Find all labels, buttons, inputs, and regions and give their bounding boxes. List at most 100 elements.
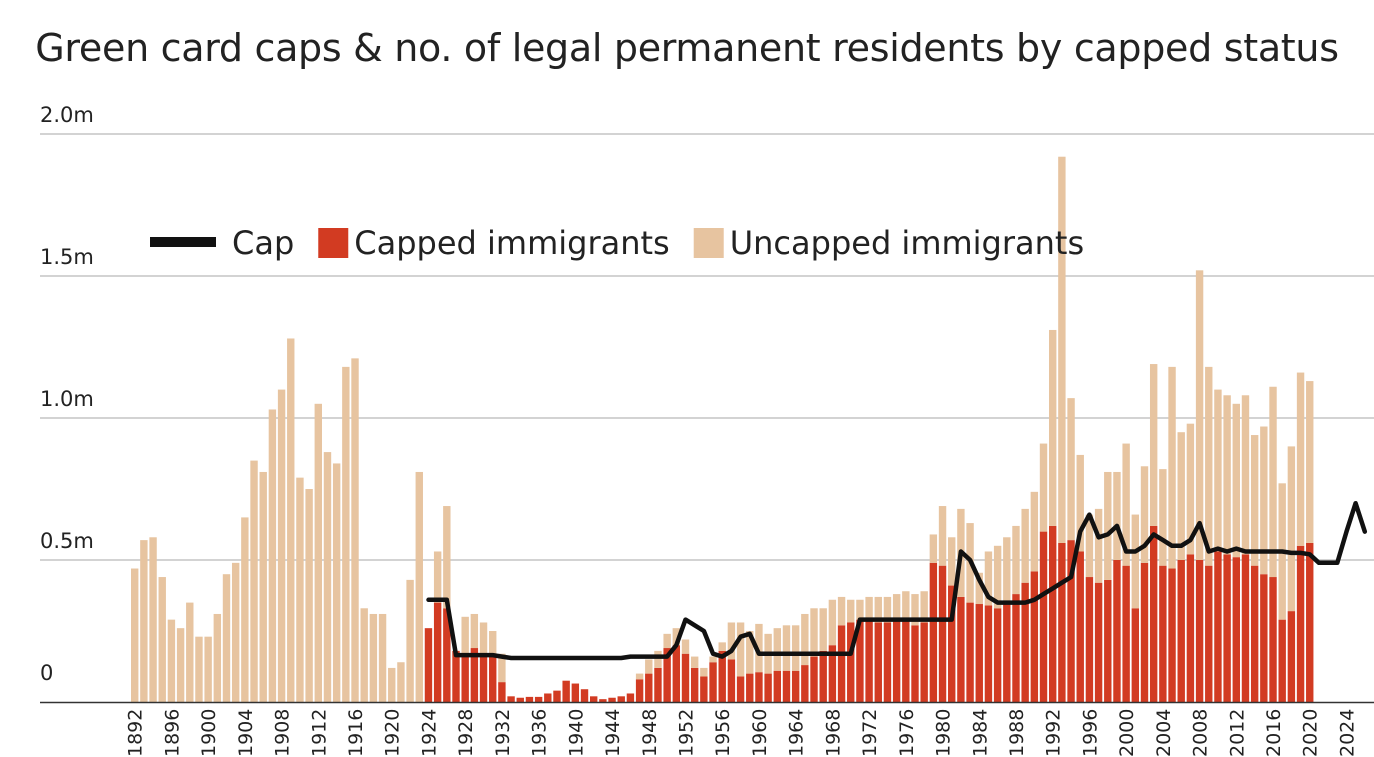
bar-uncapped-1947 [635,673,644,680]
x-tick-label: 1988 [1006,709,1028,757]
bar-uncapped-1956 [718,642,726,651]
chart-title: Green card caps & no. of legal permanent… [35,26,1339,70]
bar-uncapped-1923 [415,471,423,702]
bar-capped-2016 [1269,577,1277,702]
bar-uncapped-1904 [241,517,249,702]
x-tick-label: 2004 [1153,709,1175,757]
bar-uncapped-1959 [746,631,754,674]
bar-capped-1967 [819,650,827,702]
bar-capped-1997 [1094,582,1103,702]
bar-capped-1960 [755,672,763,702]
bar-capped-1959 [746,673,754,702]
bar-uncapped-1958 [736,622,745,677]
bar-capped-1970 [847,622,855,702]
bar-uncapped-1973 [874,596,882,623]
bar-capped-1961 [764,673,772,702]
bar-capped-1966 [810,656,818,702]
x-tick-label: 1920 [382,709,404,757]
x-tick-label: 2024 [1336,709,1358,757]
bar-capped-2017 [1278,619,1286,702]
bar-capped-1929 [470,648,479,702]
bar-capped-1956 [718,650,726,702]
bar-uncapped-1976 [902,591,910,620]
y-tick-label: 2.0m [40,103,94,127]
bar-uncapped-1971 [856,599,864,620]
bar-uncapped-1896 [167,619,176,702]
bar-capped-1944 [608,697,616,702]
legend: Cap Capped immigrants Uncapped immigrants [150,224,1084,262]
bar-uncapped-2006 [1177,432,1185,560]
bar-capped-1982 [957,596,965,702]
bar-capped-1974 [883,622,892,702]
bar-uncapped-1897 [176,628,185,702]
bar-uncapped-1992 [1049,329,1057,526]
x-tick-label: 1908 [272,709,294,757]
bar-uncapped-1950 [663,633,671,649]
bar-uncapped-1954 [700,667,708,677]
legend-swatch-uncapped [693,228,724,258]
bar-uncapped-1907 [268,409,277,702]
x-tick-label: 1964 [786,709,808,757]
bar-uncapped-1966 [810,608,818,657]
bar-capped-2006 [1177,560,1185,702]
bar-capped-1952 [681,653,690,702]
bar-capped-1995 [1076,551,1084,702]
bar-uncapped-1921 [397,662,405,702]
bar-uncapped-1917 [360,608,368,702]
bar-capped-1930 [479,653,488,702]
bar-uncapped-1929 [470,613,479,649]
bar-capped-2005 [1168,568,1176,702]
bar-uncapped-1920 [388,667,396,702]
legend-label-cap: Cap [232,224,294,262]
bar-uncapped-2015 [1260,426,1268,575]
bar-capped-1945 [617,696,625,702]
bar-uncapped-1974 [883,596,892,623]
bar-capped-1962 [773,670,781,702]
bar-capped-1950 [663,648,671,702]
bar-capped-1927 [452,650,460,702]
bar-uncapped-2007 [1186,423,1195,555]
bar-capped-1965 [801,665,809,702]
bar-capped-2018 [1287,611,1296,702]
bar-capped-1996 [1085,577,1094,702]
bar-capped-1941 [580,689,589,702]
x-tick-labels: 1892 1896 1900 1904 1908 1912 1916 1920 1924 1928… [125,709,1359,757]
bar-uncapped-2020 [1306,381,1314,543]
x-tick-label: 1960 [749,709,771,757]
bar-capped-1940 [571,683,580,702]
x-tick-label: 1972 [859,709,881,757]
bar-uncapped-1972 [865,596,873,622]
bar-capped-1999 [1113,560,1121,702]
bar-capped-1938 [553,690,561,702]
bar-capped-1953 [690,667,699,702]
x-tick-label: 1916 [345,709,367,757]
bar-uncapped-1999 [1113,471,1121,560]
x-tick-label: 1904 [235,709,257,757]
bar-capped-1932 [498,682,506,702]
bar-capped-2009 [1205,565,1213,702]
x-tick-label: 1932 [492,709,514,757]
bar-uncapped-2009 [1205,366,1213,566]
bar-capped-1994 [1067,540,1075,702]
bar-capped-2002 [1140,562,1149,702]
bar-uncapped-1978 [920,591,928,623]
bar-uncapped-2018 [1287,446,1296,612]
bar-uncapped-1948 [645,659,653,674]
bar-capped-1971 [856,619,864,702]
bar-uncapped-1984 [975,572,983,605]
bar-uncapped-1964 [791,625,800,671]
bar-uncapped-1977 [911,594,919,626]
bar-uncapped-1912 [314,403,322,702]
x-tick-label: 1948 [639,709,661,757]
bar-uncapped-2003 [1149,364,1158,526]
bar-uncapped-1914 [332,463,341,702]
x-tick-label: 1976 [896,709,918,757]
bar-uncapped-1902 [222,574,231,702]
bar-uncapped-1908 [277,389,286,702]
bar-uncapped-1991 [1039,443,1048,532]
bar-capped-1977 [911,625,919,702]
bar-capped-1948 [645,673,653,702]
x-tick-label: 1984 [969,709,991,757]
bar-uncapped-2001 [1131,514,1140,609]
x-tick-label: 2000 [1116,709,1138,757]
